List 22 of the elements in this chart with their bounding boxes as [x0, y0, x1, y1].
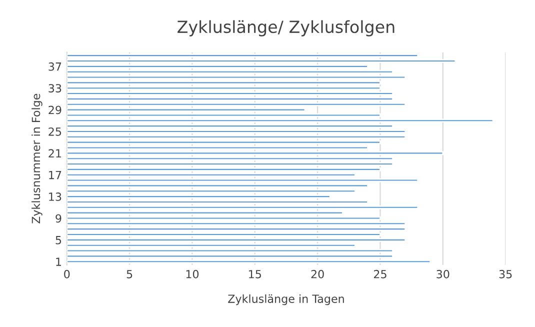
y-tick-label: 25 [48, 127, 62, 136]
y-tick-label: 37 [48, 62, 62, 71]
y-tick-label: 9 [56, 214, 62, 223]
y-tick-label: 13 [49, 192, 62, 201]
y-tick-label: 5 [56, 236, 62, 244]
x-tick-label: 0 [64, 270, 70, 278]
x-tick-label: 10 [186, 270, 199, 278]
x-tick-label: 35 [499, 270, 512, 278]
x-tick-label: 30 [436, 270, 450, 278]
chart-title: Zykluslänge/ Zyklusfolgen [178, 20, 394, 36]
x-tick-label: 25 [374, 270, 386, 278]
x-tick-label: 20 [311, 270, 324, 278]
y-tick-label: 1 [56, 258, 61, 266]
y-tick-label: 33 [48, 84, 62, 92]
bar [66, 146, 368, 150]
y-tick-label: 21 [48, 149, 61, 158]
x-tick-label: 5 [126, 270, 132, 278]
x-tick-label: 15 [249, 270, 261, 278]
y-axis-title: Zyklusnummer in Folge [32, 94, 42, 224]
y-tick-label: 17 [49, 170, 62, 180]
y-tick-label: 29 [48, 106, 62, 114]
x-axis-title: Zykluslänge in Tagen [228, 294, 344, 306]
